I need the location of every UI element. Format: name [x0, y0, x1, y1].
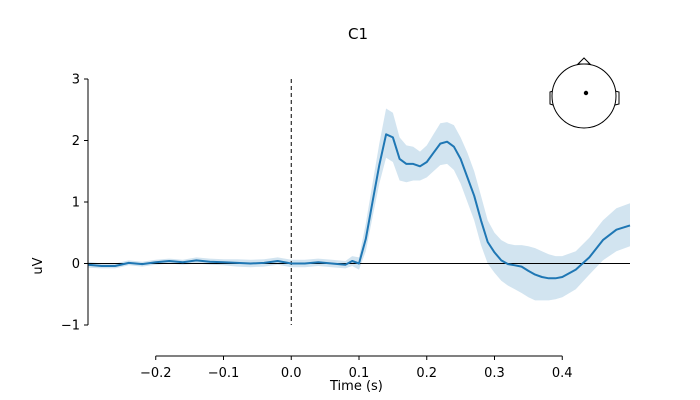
y-tick-label: −1: [61, 319, 80, 334]
y-tick-label: 3: [72, 73, 80, 88]
x-tick-label: −0.1: [208, 366, 240, 381]
y-tick-label: 0: [72, 257, 80, 272]
mean-line: [87, 133, 631, 280]
y-axis: −1 0 1 2 3: [61, 73, 89, 334]
x-tick-label: −0.2: [140, 366, 172, 381]
head-left-ear: [549, 90, 554, 106]
head-outline: [551, 63, 617, 129]
x-tick-label: 0.1: [349, 366, 370, 381]
x-axis-label: Time (s): [329, 379, 383, 394]
head-sensor-icon: [549, 57, 620, 129]
sensor-dot: [583, 90, 589, 96]
head-right-ear: [614, 90, 620, 106]
x-tick-label: 0.4: [552, 366, 573, 381]
y-axis-label: uV: [31, 257, 46, 274]
head-nose: [576, 57, 592, 65]
chart-title: C1: [348, 25, 368, 43]
y-tick-label: 1: [72, 196, 80, 211]
x-tick-label: 0.0: [281, 366, 302, 381]
x-tick-label: 0.3: [484, 366, 505, 381]
plot-area: [87, 79, 631, 325]
x-axis: −0.2 −0.1 0.0 0.1 0.2 0.3 0.4: [140, 355, 573, 381]
confidence-band: [88, 108, 630, 301]
x-tick-label: 0.2: [416, 366, 437, 381]
y-tick-label: 2: [72, 134, 80, 149]
